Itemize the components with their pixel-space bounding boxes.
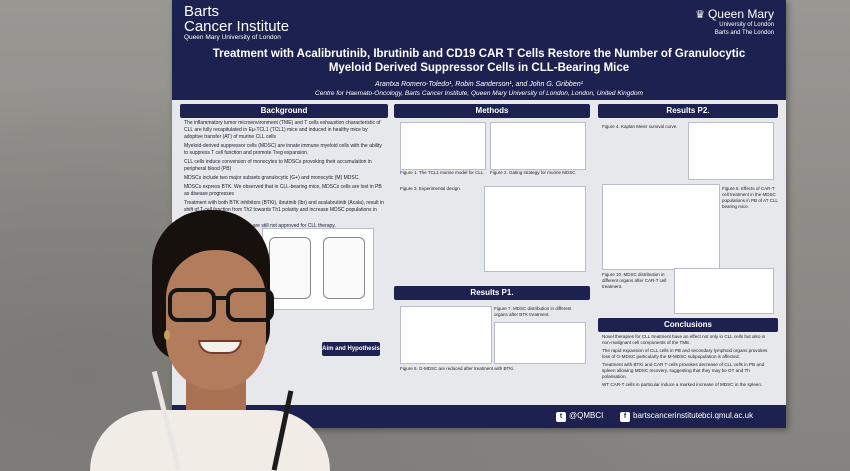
crown-icon: ♛ bbox=[695, 9, 705, 21]
background-point: Anti-murine CD19 CAR T cells are still n… bbox=[184, 223, 336, 229]
background-point: Myeloid-derived suppressor cells (MDSC) … bbox=[184, 143, 382, 156]
conclusion-point: Treatment with BTKi and CAR T cells prov… bbox=[602, 362, 765, 379]
methods-caption-1: Figure 1. The TCL1 murine model for CLL bbox=[400, 170, 484, 175]
results-p1-caption-1: Figure 7. MDSC distribution in different… bbox=[494, 306, 572, 317]
glasses-right-lens bbox=[226, 288, 274, 322]
conclusion-point: The rapid expansion of CLL cells in PB a… bbox=[602, 348, 768, 359]
conclusions-column: Conclusions Novel therapies for CLL trea… bbox=[598, 318, 778, 392]
poster-title: Treatment with Acalibrutinib, Ibrutinib … bbox=[212, 48, 746, 74]
earring bbox=[164, 330, 170, 340]
cell-diagram-left bbox=[269, 237, 311, 299]
background-header: Background bbox=[180, 104, 388, 118]
results-p1-figure-1 bbox=[400, 306, 492, 364]
qm-logo-text: Queen Mary bbox=[707, 7, 774, 21]
queen-mary-logo: ♛ Queen Mary University of London Barts a… bbox=[695, 8, 774, 37]
twitter-text: @QMBCI bbox=[569, 411, 604, 420]
methods-figure-1 bbox=[400, 122, 486, 170]
kaplan-meier-figure bbox=[688, 122, 774, 180]
qm-logo-sub2: Barts and The London bbox=[714, 30, 774, 36]
methods-figure-2 bbox=[490, 122, 586, 170]
methods-column: Methods bbox=[394, 104, 590, 118]
facebook-icon: f bbox=[620, 412, 630, 422]
poster-affiliation: Centre for Haemato-Oncology, Barts Cance… bbox=[315, 90, 643, 97]
glasses-bridge bbox=[214, 296, 228, 300]
poster-footer: t @QMBCI f bartscancerinstitute bci.qmul.a… bbox=[172, 405, 786, 428]
conclusion-point: Novel therapies for CLL treatment have a… bbox=[602, 334, 766, 345]
website-url: bci.qmul.ac.uk bbox=[702, 411, 754, 420]
background-point: MDSCs include two major subsets granuloc… bbox=[184, 175, 360, 181]
facebook-handle: f bartscancerinstitute bbox=[620, 411, 702, 422]
results-p2-caption-1: Figure 4. Kaplan Meier survival curve. bbox=[602, 124, 678, 129]
presenter-person bbox=[80, 210, 330, 471]
barts-logo-sub: Queen Mary University of London bbox=[184, 34, 281, 41]
background-point: CLL cells induce conversion of monocytes… bbox=[184, 159, 372, 172]
background-figure bbox=[262, 228, 374, 310]
poster-authors: Arantxa Romero-Toledo¹, Robin Sanderson¹… bbox=[375, 81, 583, 88]
glasses-left-lens bbox=[168, 288, 216, 322]
aim-header: Aim and Hypothesis bbox=[322, 342, 380, 356]
car-t-figure bbox=[602, 184, 720, 270]
conclusions-text: Novel therapies for CLL treatment have a… bbox=[598, 332, 778, 392]
figure3-caption: Figure 3. Experimental design. bbox=[400, 186, 462, 191]
methods-header: Methods bbox=[394, 104, 590, 118]
background-point: The inflammatory tumor microenvironment … bbox=[184, 120, 381, 140]
results-p2-bar-figure bbox=[674, 268, 774, 314]
barts-logo: Barts Cancer Institute Queen Mary Univer… bbox=[184, 4, 289, 42]
twitter-icon: t bbox=[556, 412, 566, 422]
cell-diagram-right bbox=[323, 237, 365, 299]
results-p1-column: Results P1. bbox=[394, 286, 590, 300]
shirt bbox=[90, 410, 330, 471]
results-p2-header: Results P2. bbox=[598, 104, 778, 118]
results-p1-caption-2: Figure 6. G-MDSC are reduced after treat… bbox=[400, 366, 515, 371]
conclusion-point: WT CAR-T cells in particular induce a ma… bbox=[602, 382, 763, 387]
qm-logo-sub1: University of London bbox=[719, 22, 774, 28]
twitter-handle: t @QMBCI bbox=[556, 411, 603, 422]
results-p2-caption-3: Figure 10. MDSC distribution in differen… bbox=[602, 272, 667, 289]
background-point: MDSCs express BTK. We observed that in C… bbox=[184, 184, 382, 197]
research-poster: Barts Cancer Institute Queen Mary Univer… bbox=[172, 0, 786, 428]
results-p2-column: Results P2. bbox=[598, 104, 778, 118]
barts-logo-line2: Cancer Institute bbox=[184, 18, 290, 35]
results-p1-bar-figure bbox=[494, 322, 586, 364]
facebook-text: bartscancerinstitute bbox=[633, 411, 703, 420]
experimental-design-figure bbox=[484, 186, 586, 272]
conclusions-header: Conclusions bbox=[598, 318, 778, 332]
methods-caption-2: Figure 2. Gating strategy for murine MDS… bbox=[490, 170, 576, 175]
aim-column: Aim and Hypothesis bbox=[322, 342, 380, 356]
results-p2-caption-2: Figure 5. Effects of CAR-T cell treatmen… bbox=[722, 186, 778, 209]
barts-logo-line1: Barts bbox=[184, 3, 220, 20]
poster-banner: Barts Cancer Institute Queen Mary Univer… bbox=[172, 0, 786, 100]
results-p1-header: Results P1. bbox=[394, 286, 590, 300]
background-column: Background The inflammatory tumor microe… bbox=[180, 104, 388, 234]
background-text: The inflammatory tumor microenvironment … bbox=[180, 118, 388, 234]
